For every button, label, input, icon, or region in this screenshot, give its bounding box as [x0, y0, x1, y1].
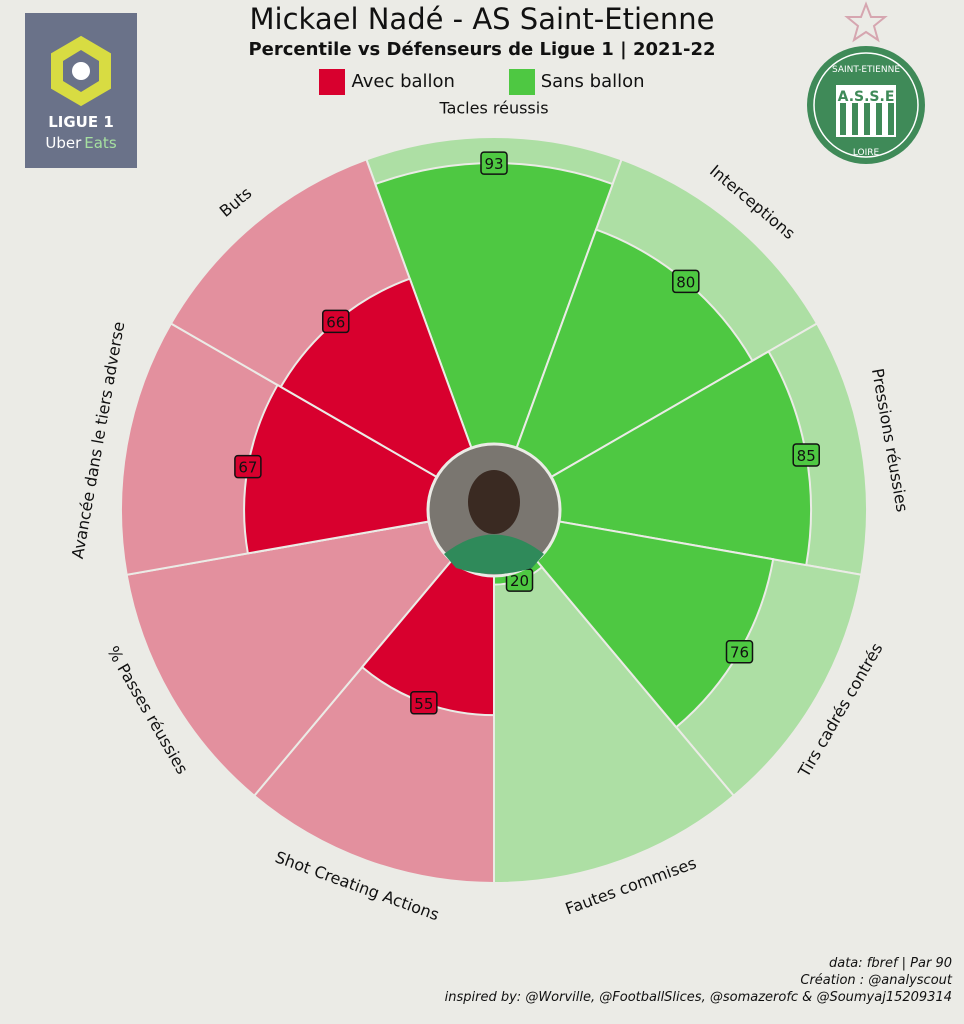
value-label-box: [725, 639, 754, 664]
legend-item-avec-ballon: Avec ballon: [319, 69, 455, 95]
legend-label: Avec ballon: [351, 71, 455, 92]
value-label: 20: [510, 572, 529, 590]
legend-item-sans-ballon: Sans ballon: [508, 69, 645, 95]
legend-swatch: [508, 69, 535, 95]
value-label: 67: [238, 459, 257, 477]
credits-source: data: fbref | Par 90: [828, 956, 952, 971]
value-label: 93: [484, 155, 503, 173]
credits: data: fbref | Par 90 Création : @analysc…: [445, 955, 952, 1006]
asse-logo: A.S.S.E SAINT-ETIENNE LOIRE: [800, 0, 932, 168]
value-label-box: [480, 151, 508, 175]
svg-text:A.S.S.E: A.S.S.E: [838, 89, 895, 105]
value-label-box: [234, 454, 262, 479]
value-label: 55: [414, 695, 433, 713]
credits-creation: Création : @analyscout: [800, 973, 952, 988]
legend-label: Sans ballon: [540, 71, 645, 92]
legend: Avec ballon Sans ballon: [0, 69, 964, 95]
ligue1-logo-line1: LIGUE 1: [48, 113, 114, 131]
value-label: 66: [326, 313, 345, 331]
credits-inspired: inspired by: @Worville, @FootballSlices,…: [444, 990, 952, 1005]
svg-text:SAINT-ETIENNE: SAINT-ETIENNE: [832, 65, 900, 75]
category-label: Avancée dans le tiers adverse: [68, 320, 128, 560]
svg-text:LOIRE: LOIRE: [853, 148, 880, 158]
value-label-box: [410, 691, 438, 715]
slice-background: [493, 507, 736, 885]
value-label: 76: [730, 644, 749, 662]
slice-background: [125, 508, 497, 798]
category-label: Pressions réussies: [868, 367, 912, 514]
value-label-box: [792, 443, 820, 467]
ligue1-logo: LIGUE 1 Uber Eats: [25, 13, 137, 168]
value-label-box: [322, 309, 350, 334]
chart-subtitle: Percentile vs Défenseurs de Ligue 1 | 20…: [248, 39, 716, 60]
category-label: Tacles réussis: [438, 99, 548, 118]
chart-title: Mickael Nadé - AS Saint-Etienne: [249, 2, 715, 36]
legend-swatch: [319, 69, 346, 95]
value-label: 80: [676, 273, 695, 291]
value-label-box: [672, 269, 700, 294]
player-avatar: [426, 442, 562, 578]
category-label: Buts: [216, 183, 256, 221]
value-label: 85: [797, 447, 816, 465]
